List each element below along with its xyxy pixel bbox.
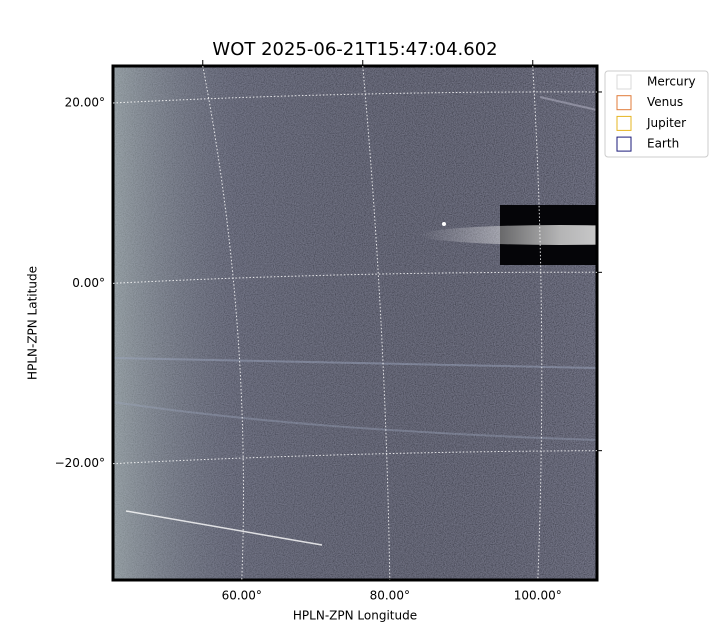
y-axis-label: HPLN-ZPN Latitude bbox=[26, 266, 40, 380]
legend-label: Earth bbox=[647, 137, 679, 151]
x-tick-label: 80.00° bbox=[370, 589, 410, 603]
legend bbox=[604, 70, 709, 158]
legend-marker bbox=[616, 74, 632, 90]
legend-label: Jupiter bbox=[646, 116, 686, 130]
legend-marker bbox=[616, 136, 632, 152]
grid bbox=[113, 66, 597, 580]
legend-label: Venus bbox=[647, 95, 683, 109]
image bbox=[113, 66, 597, 580]
grid-line bbox=[202, 66, 244, 580]
legend-label: Mercury bbox=[647, 75, 696, 89]
grid-line bbox=[532, 66, 543, 580]
x-tick-label: 100.00° bbox=[514, 589, 562, 603]
chart-title: WOT 2025-06-21T15:47:04.602 bbox=[212, 39, 497, 60]
grid-line bbox=[113, 450, 597, 465]
y-tick-label: 0.00° bbox=[72, 276, 105, 290]
frame bbox=[111, 64, 599, 582]
grid-line bbox=[113, 271, 597, 284]
grid-line bbox=[362, 66, 391, 580]
grid-line bbox=[113, 91, 597, 104]
x-tick-label: 60.00° bbox=[222, 589, 262, 603]
y-tick-label: 20.00° bbox=[65, 95, 105, 109]
legend-marker bbox=[616, 95, 632, 111]
y-tick-label: −20.00° bbox=[55, 456, 105, 470]
legend-marker bbox=[616, 115, 632, 131]
x-axis-label: HPLN-ZPN Longitude bbox=[293, 609, 417, 623]
